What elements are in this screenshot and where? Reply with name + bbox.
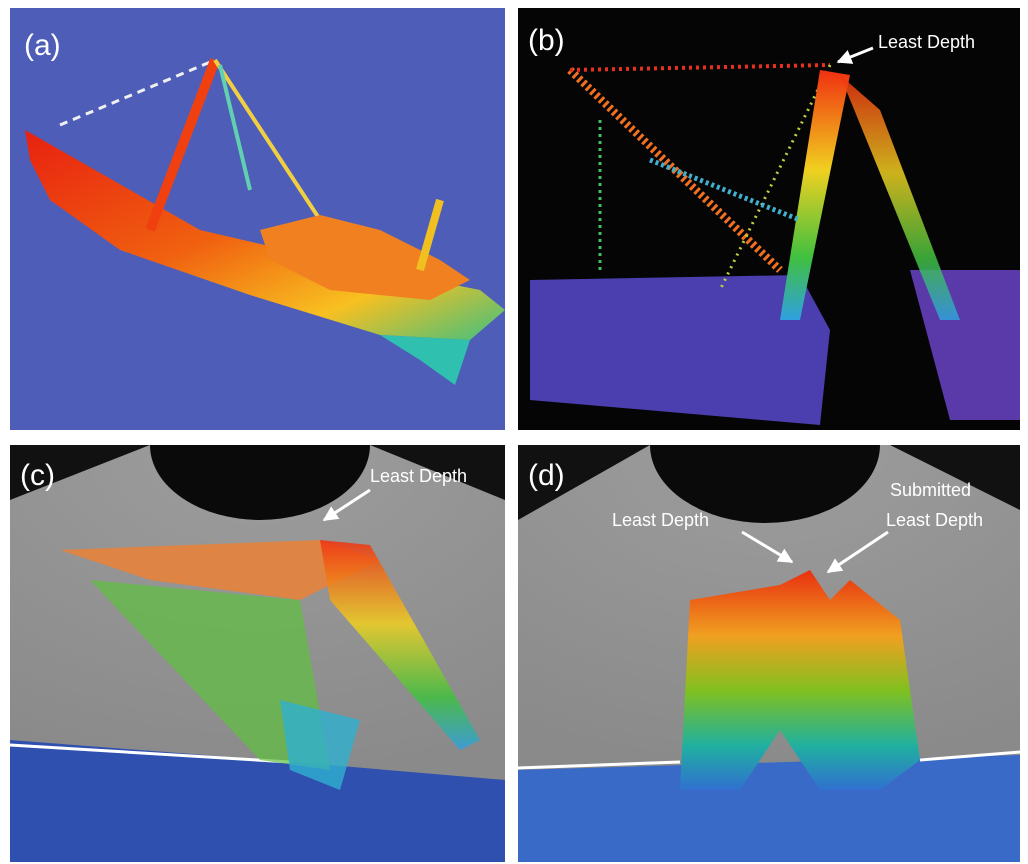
panel-label: (d) [528,459,565,492]
panel-c: (c) Least Depth [10,370,505,862]
annotation: Least Depth [878,32,975,52]
annotation: Least Depth [612,510,709,530]
figure: (a) (b) Least Depth (c) Least Depth [0,0,1028,864]
panel-b: (b) Least Depth [518,8,1020,430]
page: (a) (b) Least Depth (c) Least Depth [0,0,1028,864]
panel-label: (a) [24,29,61,62]
panel-d: (d) Least Depth Submitted Least Depth [518,367,1020,862]
annotation: Least Depth [370,466,467,486]
panel-label: (c) [20,459,55,492]
panel-label: (b) [528,24,565,57]
panel-a: (a) [10,8,505,430]
annotation: Submitted [890,480,971,500]
annotation: Least Depth [886,510,983,530]
